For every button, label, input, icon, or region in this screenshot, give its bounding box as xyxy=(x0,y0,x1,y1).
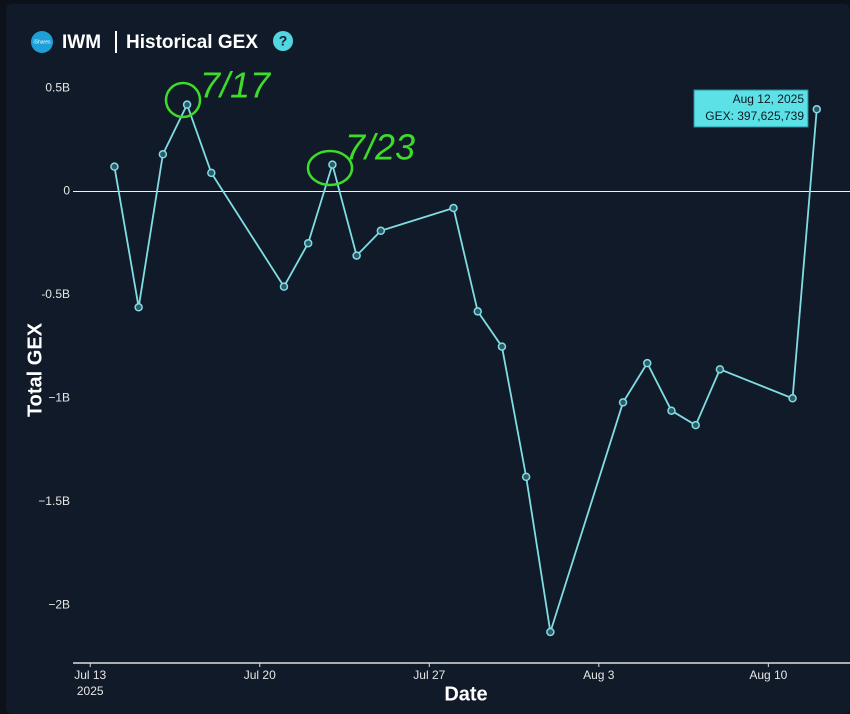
y-tick-label: -0.5B xyxy=(41,287,70,301)
tooltip-title: Aug 12, 2025 xyxy=(733,92,805,106)
point xyxy=(182,100,192,109)
point xyxy=(546,627,555,637)
x-tick-label: Aug 10 xyxy=(749,668,787,682)
tooltip-label: GEX: 397,625,739 xyxy=(705,109,804,123)
x-axis-title: Date xyxy=(444,683,487,705)
point xyxy=(618,398,628,407)
point xyxy=(643,358,652,368)
point xyxy=(691,420,700,430)
point xyxy=(521,472,531,482)
x-tick-label: Aug 3 xyxy=(583,668,615,682)
help-text[interactable]: ? xyxy=(279,33,288,49)
point xyxy=(376,226,386,236)
help-icon[interactable] xyxy=(273,31,293,51)
annotation-circle xyxy=(164,81,202,119)
point xyxy=(279,282,289,291)
series-line xyxy=(113,102,818,633)
logo-text: iShares xyxy=(34,39,51,45)
title: Historical GEX xyxy=(126,32,258,53)
annotation: 7/17 xyxy=(200,65,272,106)
x-tick-label: Jul 20 xyxy=(244,668,276,682)
x-tick-label: Jul 27 xyxy=(413,668,445,682)
point xyxy=(328,160,337,169)
point xyxy=(352,251,361,260)
point xyxy=(497,342,507,351)
y-tick-label: −1B xyxy=(48,390,70,404)
separator xyxy=(115,31,117,53)
y-tick-label: 0 xyxy=(63,184,70,198)
point xyxy=(207,168,216,178)
point xyxy=(473,307,482,316)
point xyxy=(667,406,676,415)
point xyxy=(110,162,119,171)
plot: 0.5B 0 -0.5B −1B −1.5B −2B Jul 13 Jul 20 Jul 27 A… xyxy=(38,80,850,698)
tooltip-box xyxy=(693,89,809,128)
point xyxy=(158,150,168,159)
tooltip: Aug 12, 2025 GEX: 397,625,739 xyxy=(693,89,809,128)
point xyxy=(449,203,458,213)
point xyxy=(788,394,797,403)
y-tick-label: −1.5B xyxy=(38,494,70,508)
ticker: IWM xyxy=(62,32,101,53)
point xyxy=(715,365,725,374)
annotation: 7/23 xyxy=(345,127,415,168)
annotation-circle xyxy=(306,149,354,187)
x-year-label: 2025 xyxy=(77,684,104,698)
y-axis-title: Total GEX xyxy=(24,322,46,417)
y-tick-label: 0.5B xyxy=(45,80,70,94)
point xyxy=(303,238,313,248)
point xyxy=(812,105,822,114)
point xyxy=(134,303,143,312)
x-tick-label: Jul 13 xyxy=(74,668,106,682)
logo xyxy=(31,31,53,53)
y-tick-label: −2B xyxy=(48,597,70,611)
